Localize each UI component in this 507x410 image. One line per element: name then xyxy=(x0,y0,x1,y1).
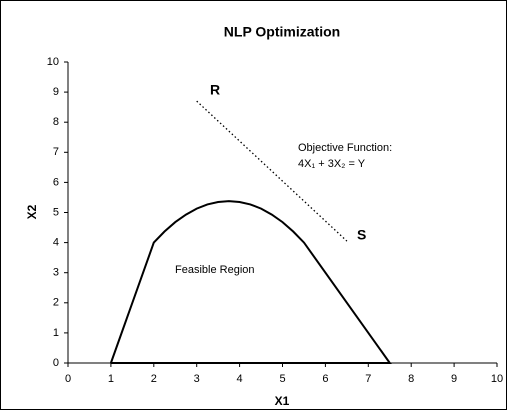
y-axis-label: X2 xyxy=(25,204,39,219)
x-tick-label: 10 xyxy=(491,373,503,385)
y-tick-label: 2 xyxy=(53,297,59,309)
x-tick-label: 2 xyxy=(151,373,157,385)
x-tick-label: 3 xyxy=(194,373,200,385)
y-tick-label: 0 xyxy=(53,357,59,369)
x-tick-label: 0 xyxy=(65,373,71,385)
annotation: 4X₁ + 3X₂ = Y xyxy=(298,158,366,170)
y-tick-label: 5 xyxy=(53,206,59,218)
y-tick-label: 10 xyxy=(47,56,59,68)
x-tick-label: 5 xyxy=(279,373,285,385)
x-tick-label: 1 xyxy=(108,373,114,385)
y-tick-label: 3 xyxy=(53,267,59,279)
x-tick-label: 4 xyxy=(237,373,243,385)
y-tick-label: 9 xyxy=(53,86,59,98)
x-tick-label: 6 xyxy=(322,373,328,385)
y-tick-label: 1 xyxy=(53,327,59,339)
x-tick-label: 7 xyxy=(365,373,371,385)
y-tick-label: 6 xyxy=(53,176,59,188)
y-tick-label: 8 xyxy=(53,116,59,128)
y-tick-label: 4 xyxy=(53,237,59,249)
x-tick-label: 9 xyxy=(451,373,457,385)
chart-title: NLP Optimization xyxy=(224,24,340,40)
annotation: Feasible Region xyxy=(175,264,255,276)
annotation: R xyxy=(210,82,220,98)
x-tick-label: 8 xyxy=(408,373,414,385)
annotation: S xyxy=(357,227,366,243)
y-tick-label: 7 xyxy=(53,146,59,158)
annotation: Objective Function: xyxy=(298,142,392,154)
x-axis-label: X1 xyxy=(275,394,290,408)
series-line xyxy=(109,200,392,364)
